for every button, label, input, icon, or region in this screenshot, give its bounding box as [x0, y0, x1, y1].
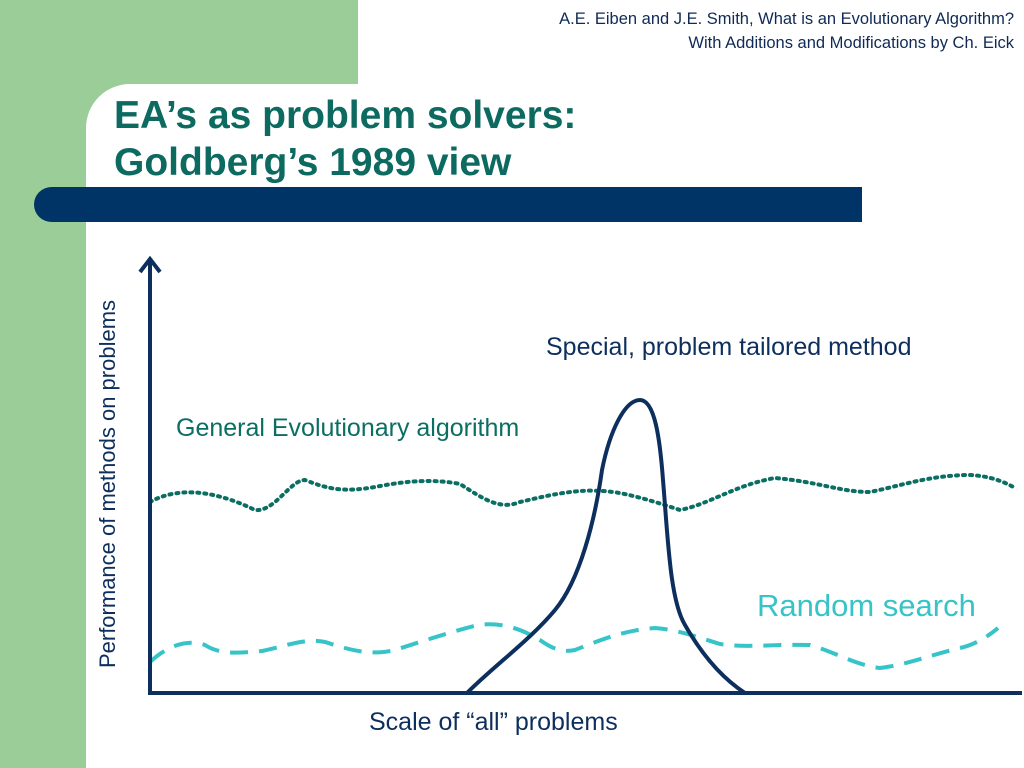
random-search-label: Random search [757, 588, 976, 623]
slide-title-line-1: EA’s as problem solvers: [114, 94, 577, 137]
special-method-curve [465, 397, 747, 695]
slide-title-line-2: Goldberg’s 1989 view [114, 141, 512, 184]
attribution-line-2: With Additions and Modifications by Ch. … [688, 34, 1014, 52]
slide-title: EA’s as problem solvers: Goldberg’s 1989… [114, 92, 576, 186]
special-method-label: Special, problem tailored method [546, 333, 912, 361]
y-axis-label: Performance of methods on problems [95, 299, 120, 669]
attribution: A.E. Eiben and J.E. Smith, What is an Ev… [559, 7, 1014, 55]
attribution-line-1: A.E. Eiben and J.E. Smith, What is an Ev… [559, 10, 1014, 28]
x-axis-label: Scale of “all” problems [369, 708, 618, 736]
y-axis-arrowhead [138, 255, 162, 274]
ea-label: General Evolutionary algorithm [176, 414, 520, 442]
random-search-curve [148, 622, 1000, 671]
title-underline-bar [34, 187, 862, 222]
ea-curve [148, 472, 1017, 513]
